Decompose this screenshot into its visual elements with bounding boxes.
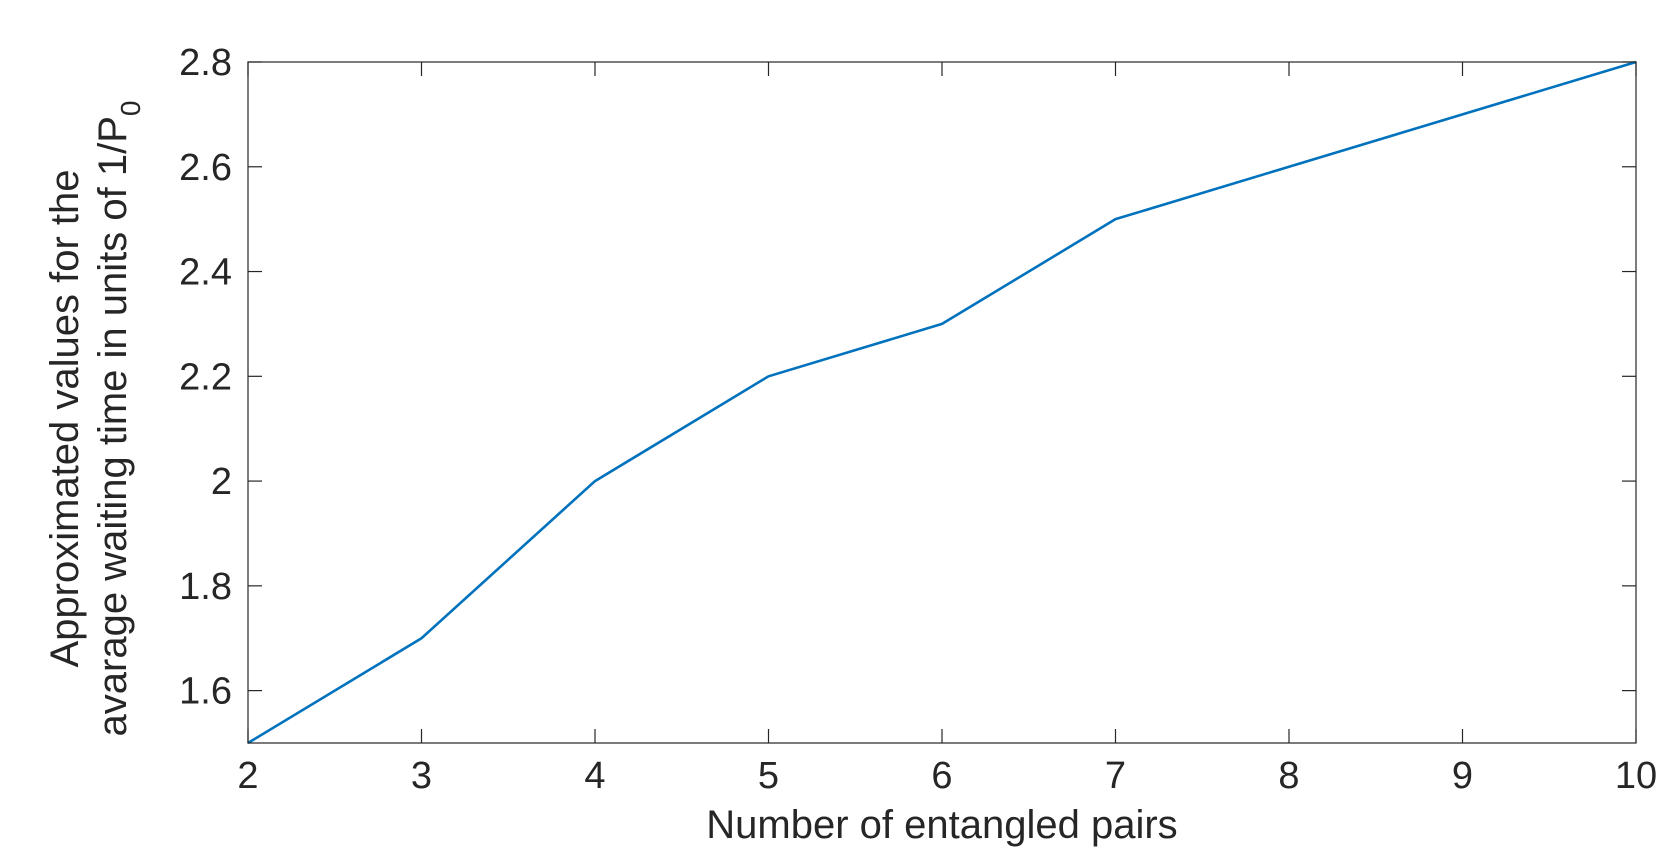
- series-line: [247, 60, 1637, 745]
- x-tick-label: 8: [1278, 755, 1299, 797]
- y-tick-label: 2.8: [179, 42, 232, 84]
- y-tick-label: 1.8: [179, 566, 232, 608]
- x-tick-label: 9: [1452, 755, 1473, 797]
- x-tick-label: 3: [411, 755, 432, 797]
- y-tick-labels: 1.6 1.8 2 2.2 2.4 2.6 2.8: [179, 42, 232, 713]
- y-axis-label-line-2-main: avarage waiting time in units of 1/P: [91, 116, 135, 736]
- y-tick-label: 2: [211, 461, 232, 503]
- y-tick-label: 2.6: [179, 147, 232, 189]
- series-group: [247, 60, 1637, 745]
- x-tick-label: 2: [237, 755, 258, 797]
- x-tick-label: 10: [1615, 755, 1657, 797]
- x-tick-labels: 2 3 4 5 6 7 8 9 10: [237, 755, 1657, 797]
- x-axis-label: Number of entangled pairs: [706, 803, 1177, 847]
- y-axis-label-subscript: 0: [115, 101, 146, 117]
- y-axis-label-line-2: avarage waiting time in units of 1/P0: [91, 101, 146, 737]
- y-axis-label: Approximated values for the avarage wait…: [43, 101, 146, 737]
- y-tick-label: 1.6: [179, 671, 232, 713]
- tick-marks: [247, 61, 1637, 743]
- x-tick-label: 4: [584, 755, 605, 797]
- y-tick-label: 2.2: [179, 356, 232, 398]
- y-tick-label: 2.4: [179, 252, 232, 294]
- x-tick-label: 6: [931, 755, 952, 797]
- y-axis-label-line-1: Approximated values for the: [43, 169, 87, 667]
- x-tick-label: 5: [758, 755, 779, 797]
- plot-area-frame: [247, 61, 1637, 744]
- x-tick-label: 7: [1105, 755, 1126, 797]
